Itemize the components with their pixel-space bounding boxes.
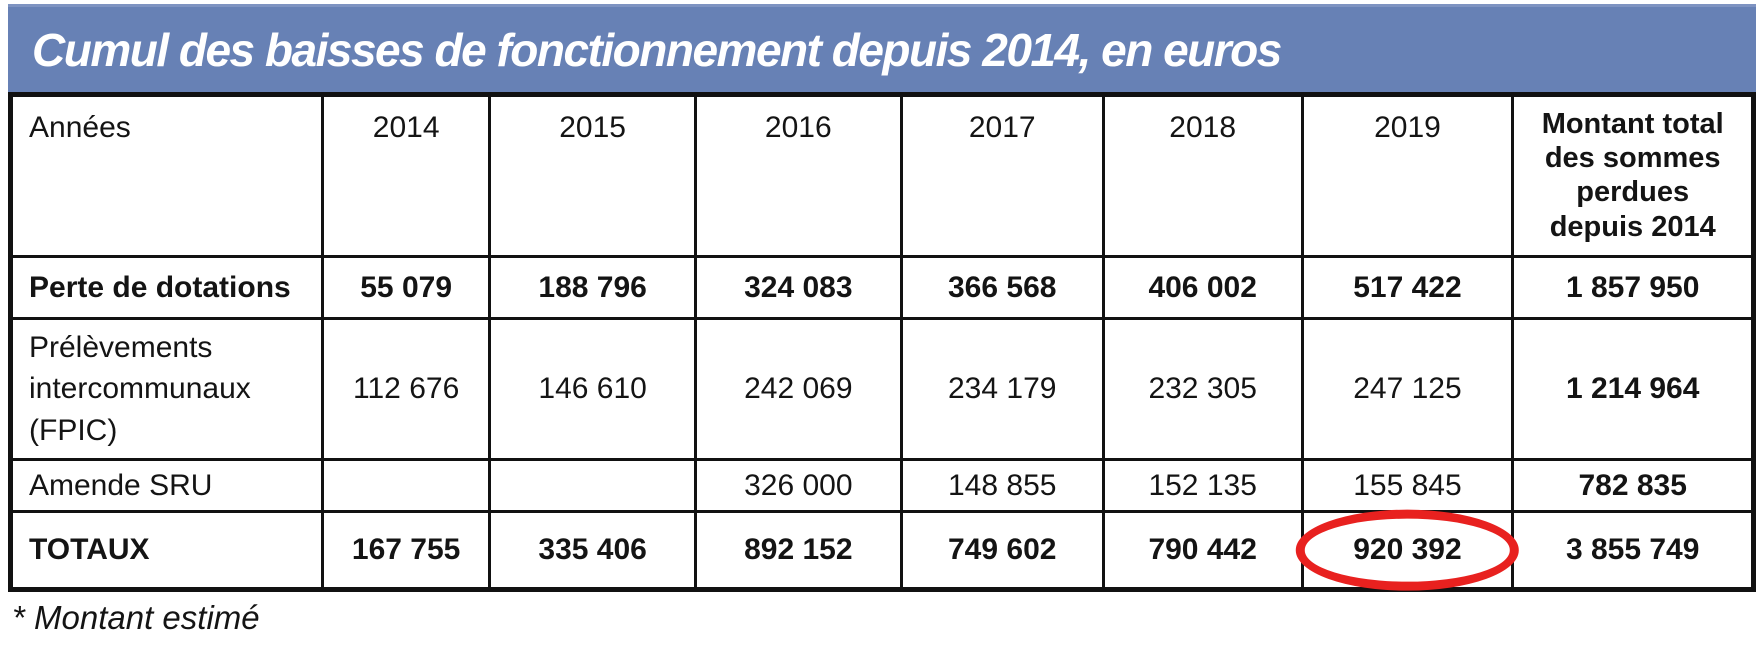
value-cell: 152 135 (1101, 458, 1304, 513)
value-cell: 242 069 (693, 317, 903, 461)
header-cell-2018: 2018 (1101, 93, 1304, 258)
title-bar: Cumul des baisses de fonctionnement depu… (8, 4, 1756, 92)
value-cell (320, 458, 492, 513)
value-cell: 247 125 (1300, 317, 1515, 461)
table-row-perte-de-dotations: Perte de dotations 55 079 188 796 324 08… (9, 255, 1755, 320)
value-cell: 326 000 (693, 458, 903, 513)
total-cell: 1 214 964 (1511, 317, 1755, 461)
table-row-prelevements-fpic: Prélèvements intercommunaux (FPIC) 112 6… (9, 317, 1755, 461)
value-cell: 234 179 (899, 317, 1105, 461)
value-cell: 188 796 (488, 255, 697, 320)
value-cell: 749 602 (899, 510, 1105, 591)
total-cell: 3 855 749 (1511, 510, 1755, 591)
value-cell: 55 079 (320, 255, 492, 320)
value-cell: 324 083 (693, 255, 903, 320)
value-cell (488, 458, 697, 513)
value-cell: 892 152 (693, 510, 903, 591)
value-cell: 155 845 (1300, 458, 1515, 513)
table-row-totaux: TOTAUX 167 755 335 406 892 152 749 602 7… (9, 509, 1755, 591)
header-cell-2016: 2016 (693, 93, 903, 258)
row-label: Prélèvements intercommunaux (FPIC) (9, 317, 324, 461)
total-cell: 782 835 (1511, 458, 1755, 513)
value-cell: 366 568 (899, 255, 1105, 320)
page-title: Cumul des baisses de fonctionnement depu… (32, 23, 1282, 76)
footnote: * Montant estimé (12, 599, 260, 636)
value-cell: 146 610 (488, 317, 697, 461)
header-cell-2019: 2019 (1300, 93, 1515, 258)
value-cell: 335 406 (488, 510, 697, 591)
data-table: Années 2014 2015 2016 2017 2018 2019 Mon… (8, 92, 1756, 592)
value-cell: 517 422 (1300, 255, 1515, 320)
table-row-amende-sru: Amende SRU 326 000 148 855 152 135 155 8… (9, 458, 1755, 513)
value-cell-circled: 920 392 (1296, 509, 1519, 591)
value-cell: 167 755 (320, 510, 492, 591)
value-cell: 112 676 (320, 317, 492, 461)
header-row: Années 2014 2015 2016 2017 2018 2019 Mon… (9, 93, 1755, 258)
value-cell: 148 855 (899, 458, 1105, 513)
total-cell: 1 857 950 (1511, 255, 1755, 320)
header-cell-2017: 2017 (899, 93, 1105, 258)
row-label: Amende SRU (9, 458, 324, 513)
header-cell-montant-total: Montant total des sommes perdues depuis … (1511, 93, 1755, 258)
value-cell: 232 305 (1101, 317, 1304, 461)
circled-value: 920 392 (1353, 533, 1462, 566)
row-label: Perte de dotations (9, 255, 324, 320)
row-label: TOTAUX (9, 510, 324, 591)
header-cell-2014: 2014 (320, 93, 492, 258)
header-cell-annees: Années (9, 93, 324, 258)
value-cell: 406 002 (1101, 255, 1304, 320)
value-cell: 790 442 (1101, 510, 1304, 591)
header-cell-2015: 2015 (488, 93, 697, 258)
